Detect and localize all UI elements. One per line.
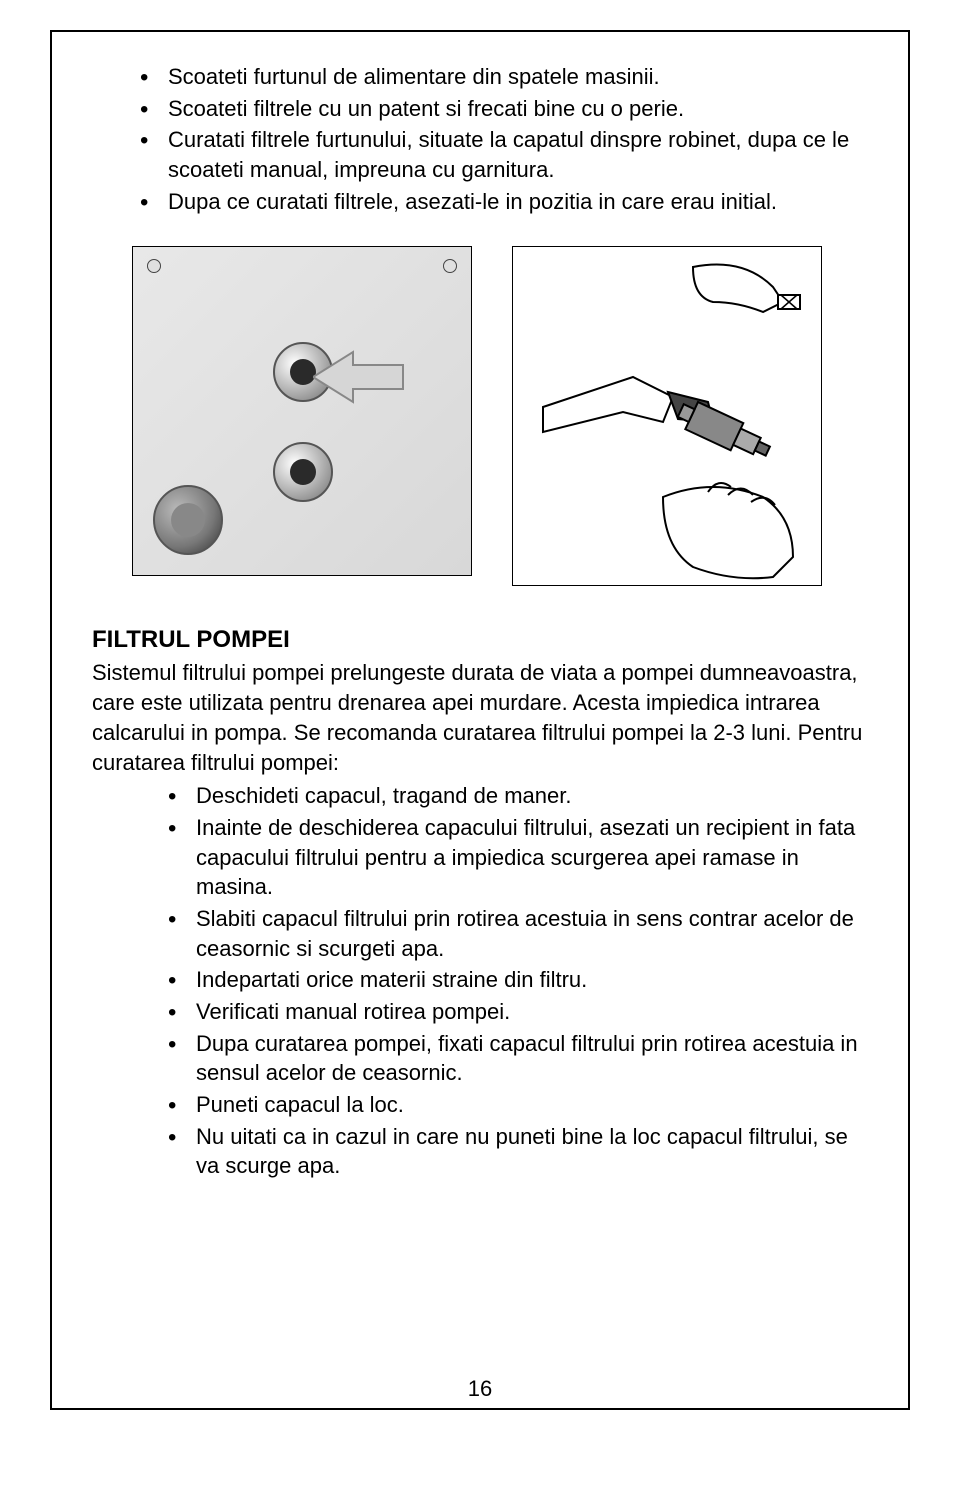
list-item: Scoateti furtunul de alimentare din spat…	[140, 62, 868, 92]
knob-center-icon	[290, 459, 316, 485]
hands-pliers-illustration	[513, 247, 823, 587]
section-bullet-list: Deschideti capacul, tragand de maner. In…	[168, 781, 868, 1181]
screw-icon	[147, 259, 161, 273]
knob-center-icon	[171, 503, 205, 537]
list-item: Curatati filtrele furtunului, situate la…	[140, 125, 868, 184]
list-item: Deschideti capacul, tragand de maner.	[168, 781, 868, 811]
diagram-row	[132, 246, 868, 586]
list-item: Dupa curatarea pompei, fixati capacul fi…	[168, 1029, 868, 1088]
removal-arrow-icon	[313, 347, 413, 407]
list-item: Dupa ce curatati filtrele, asezati-le in…	[140, 187, 868, 217]
filter-knob-bottom	[273, 442, 333, 502]
drain-knob	[153, 485, 223, 555]
screw-icon	[443, 259, 457, 273]
diagram-back-panel	[132, 246, 472, 576]
list-item: Indepartati orice materii straine din fi…	[168, 965, 868, 995]
list-item: Nu uitati ca in cazul in care nu puneti …	[168, 1122, 868, 1181]
diagram-hands-pliers	[512, 246, 822, 586]
list-item: Puneti capacul la loc.	[168, 1090, 868, 1120]
top-bullet-list: Scoateti furtunul de alimentare din spat…	[140, 62, 868, 216]
section-filtrul-pompei: FILTRUL POMPEI Sistemul filtrului pompei…	[92, 626, 868, 1181]
section-body-text: Sistemul filtrului pompei prelungeste du…	[92, 658, 868, 777]
section-title: FILTRUL POMPEI	[92, 626, 868, 654]
list-item: Verificati manual rotirea pompei.	[168, 997, 868, 1027]
list-item: Inainte de deschiderea capacului filtrul…	[168, 813, 868, 902]
page-frame: Scoateti furtunul de alimentare din spat…	[50, 30, 910, 1410]
list-item: Scoateti filtrele cu un patent si frecat…	[140, 94, 868, 124]
page-number: 16	[52, 1376, 908, 1402]
list-item: Slabiti capacul filtrului prin rotirea a…	[168, 904, 868, 963]
